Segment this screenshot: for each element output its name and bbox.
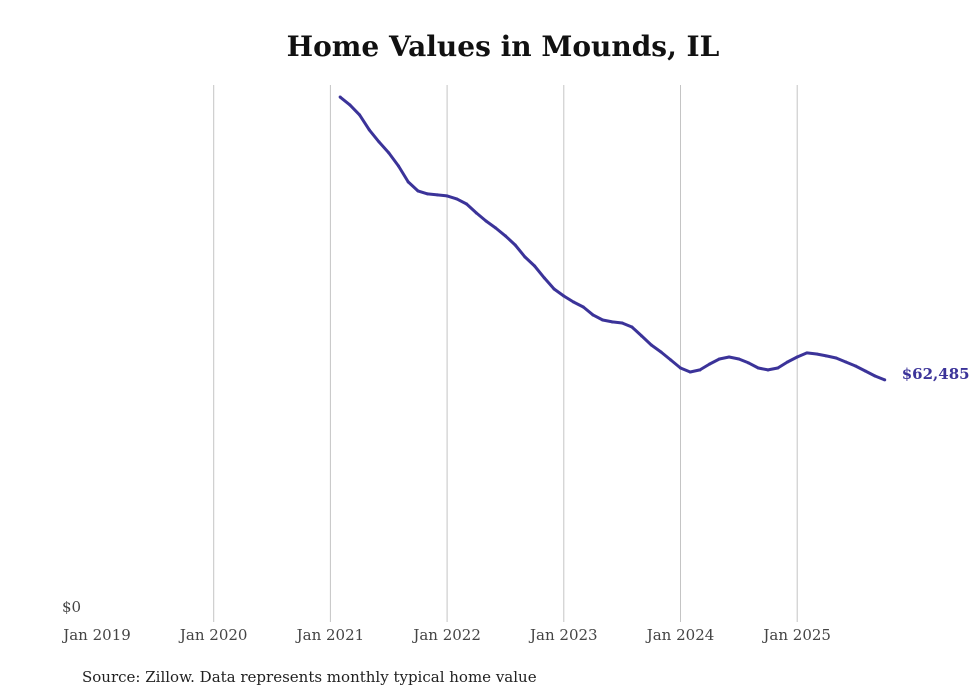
end-value-label: $62,485 [902,365,970,383]
x-tick-label: Jan 2019 [61,626,131,644]
data-point [581,305,585,309]
data-point [717,357,721,361]
data-point [455,197,459,201]
data-point [649,343,653,347]
data-point [562,294,566,298]
data-point [503,234,507,238]
data-point [679,366,682,370]
data-point [630,325,634,329]
data-point [367,128,371,132]
data-point [766,368,770,372]
data-point [494,226,498,230]
data-point [737,357,741,361]
chart-title: Home Values in Mounds, IL [286,30,720,63]
data-point [863,369,867,373]
data-point [406,180,410,184]
data-point [445,194,449,198]
x-tick-label: Jan 2022 [411,626,481,644]
x-tick-label: Jan 2024 [645,626,715,644]
x-tick-label: Jan 2023 [528,626,598,644]
source-note: Source: Zillow. Data represents monthly … [82,668,537,686]
data-point [747,361,751,365]
data-point [533,264,537,268]
series-line [339,95,886,382]
data-point [688,370,692,374]
data-point [591,313,595,317]
data-point [338,95,342,99]
data-point [484,219,488,223]
data-point [601,318,605,322]
data-point [785,360,789,364]
y-tick-label: $0 [62,598,81,616]
data-point [542,276,546,280]
data-point [474,211,478,215]
data-point [552,287,556,291]
data-point [727,355,731,359]
data-point [854,364,858,368]
data-point [776,366,780,370]
data-point [348,103,352,107]
data-point [523,255,527,259]
data-point [873,374,877,378]
data-point [640,334,644,338]
data-point [795,355,799,359]
data-point [756,366,760,370]
data-point [465,202,469,206]
data-point [815,352,819,356]
x-tick-label: Jan 2020 [178,626,248,644]
data-point [805,351,809,355]
data-point [358,113,362,117]
x-tick-label: Jan 2021 [295,626,365,644]
data-point [620,321,624,325]
data-point [708,362,712,366]
data-point [396,164,400,168]
data-point [377,140,381,144]
data-point [883,378,887,382]
data-point [610,320,614,324]
x-tick-label: Jan 2025 [761,626,831,644]
data-point [416,189,420,193]
data-point [834,356,838,360]
data-point [572,300,576,304]
data-point [698,368,702,372]
data-point [435,193,439,197]
data-point [513,243,517,247]
data-point [426,192,430,196]
data-point [659,350,663,354]
data-point [824,354,828,358]
data-point [387,151,391,155]
data-point [844,360,848,364]
data-point [669,358,673,362]
